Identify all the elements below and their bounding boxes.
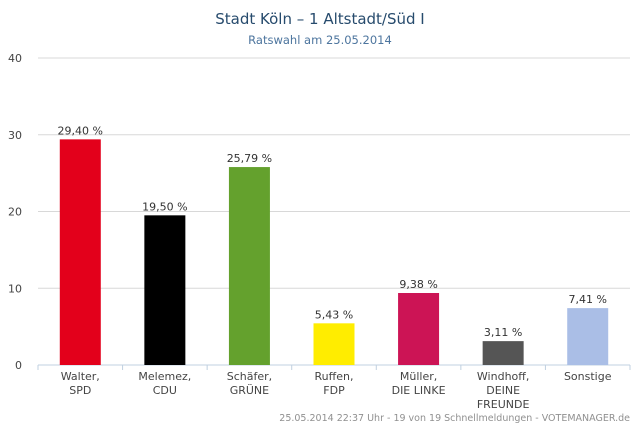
- y-tick-label: 0: [15, 359, 22, 372]
- chart-subtitle: Ratswahl am 25.05.2014: [248, 33, 392, 47]
- x-axis: Walter, SPD Melemez, CDU Schäfer, GRÜNE Ruffen…: [37, 365, 631, 411]
- y-axis: 0 10 20 30 40: [8, 52, 22, 372]
- x-tick-label: Melemez, CDU: [138, 370, 191, 397]
- bar: [482, 341, 524, 365]
- data-label: 19,50 %: [142, 200, 187, 213]
- bar: [313, 323, 355, 365]
- x-tick-label: Walter, SPD: [61, 370, 100, 397]
- x-tick-label: Schäfer, GRÜNE: [227, 370, 272, 397]
- y-tick-label: 20: [8, 206, 22, 219]
- bar: [228, 167, 270, 365]
- x-tick-label: Ruffen, FDP: [315, 370, 354, 397]
- bar: [398, 293, 440, 365]
- x-tick-label: Windhoff, DEINE FREUNDE: [477, 370, 530, 411]
- data-labels: 29,40 % 19,50 % 25,79 % 5,43 % 9,38 % 3,11 % 7…: [58, 124, 607, 339]
- bars: [59, 139, 609, 365]
- y-tick-label: 40: [8, 52, 22, 65]
- x-tick-label: Sonstige: [564, 370, 612, 383]
- y-tick-label: 10: [8, 282, 22, 295]
- bar: [59, 139, 101, 365]
- y-tick-label: 30: [8, 129, 22, 142]
- chart-title: Stadt Köln – 1 Altstadt/Süd I: [215, 10, 424, 28]
- bar: [567, 308, 609, 365]
- x-tick-label: Müller, DIE LINKE: [392, 370, 446, 397]
- data-label: 9,38 %: [399, 278, 437, 291]
- data-label: 29,40 %: [58, 124, 103, 137]
- data-label: 25,79 %: [227, 152, 272, 165]
- bar: [144, 215, 186, 365]
- chart-footer: 25.05.2014 22:37 Uhr - 19 von 19 Schnell…: [279, 413, 630, 424]
- data-label: 5,43 %: [315, 308, 353, 321]
- data-label: 7,41 %: [568, 293, 606, 306]
- data-label: 3,11 %: [484, 326, 522, 339]
